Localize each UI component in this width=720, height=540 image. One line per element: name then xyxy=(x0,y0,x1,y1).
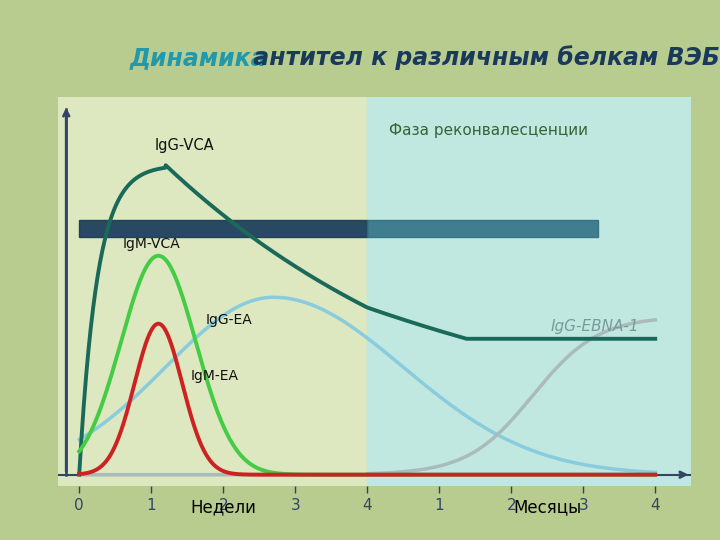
Bar xyxy=(367,220,598,237)
Text: IgM-EA: IgM-EA xyxy=(191,369,239,383)
Text: Недели: Недели xyxy=(190,498,256,516)
Text: IgG-EBNA-1: IgG-EBNA-1 xyxy=(551,319,639,334)
Text: антител к различным белкам ВЭБ: антител к различным белкам ВЭБ xyxy=(245,45,720,70)
Bar xyxy=(58,97,367,486)
Text: Фаза реконвалесценции: Фаза реконвалесценции xyxy=(389,123,588,138)
Bar xyxy=(79,220,367,237)
Bar xyxy=(367,97,691,486)
Text: IgG-EA: IgG-EA xyxy=(205,313,252,327)
Text: Динамика: Динамика xyxy=(130,46,267,70)
Text: IgM-VCA: IgM-VCA xyxy=(122,237,180,251)
Text: IgG-VCA: IgG-VCA xyxy=(155,138,215,153)
Text: Месяцы: Месяцы xyxy=(513,498,581,516)
